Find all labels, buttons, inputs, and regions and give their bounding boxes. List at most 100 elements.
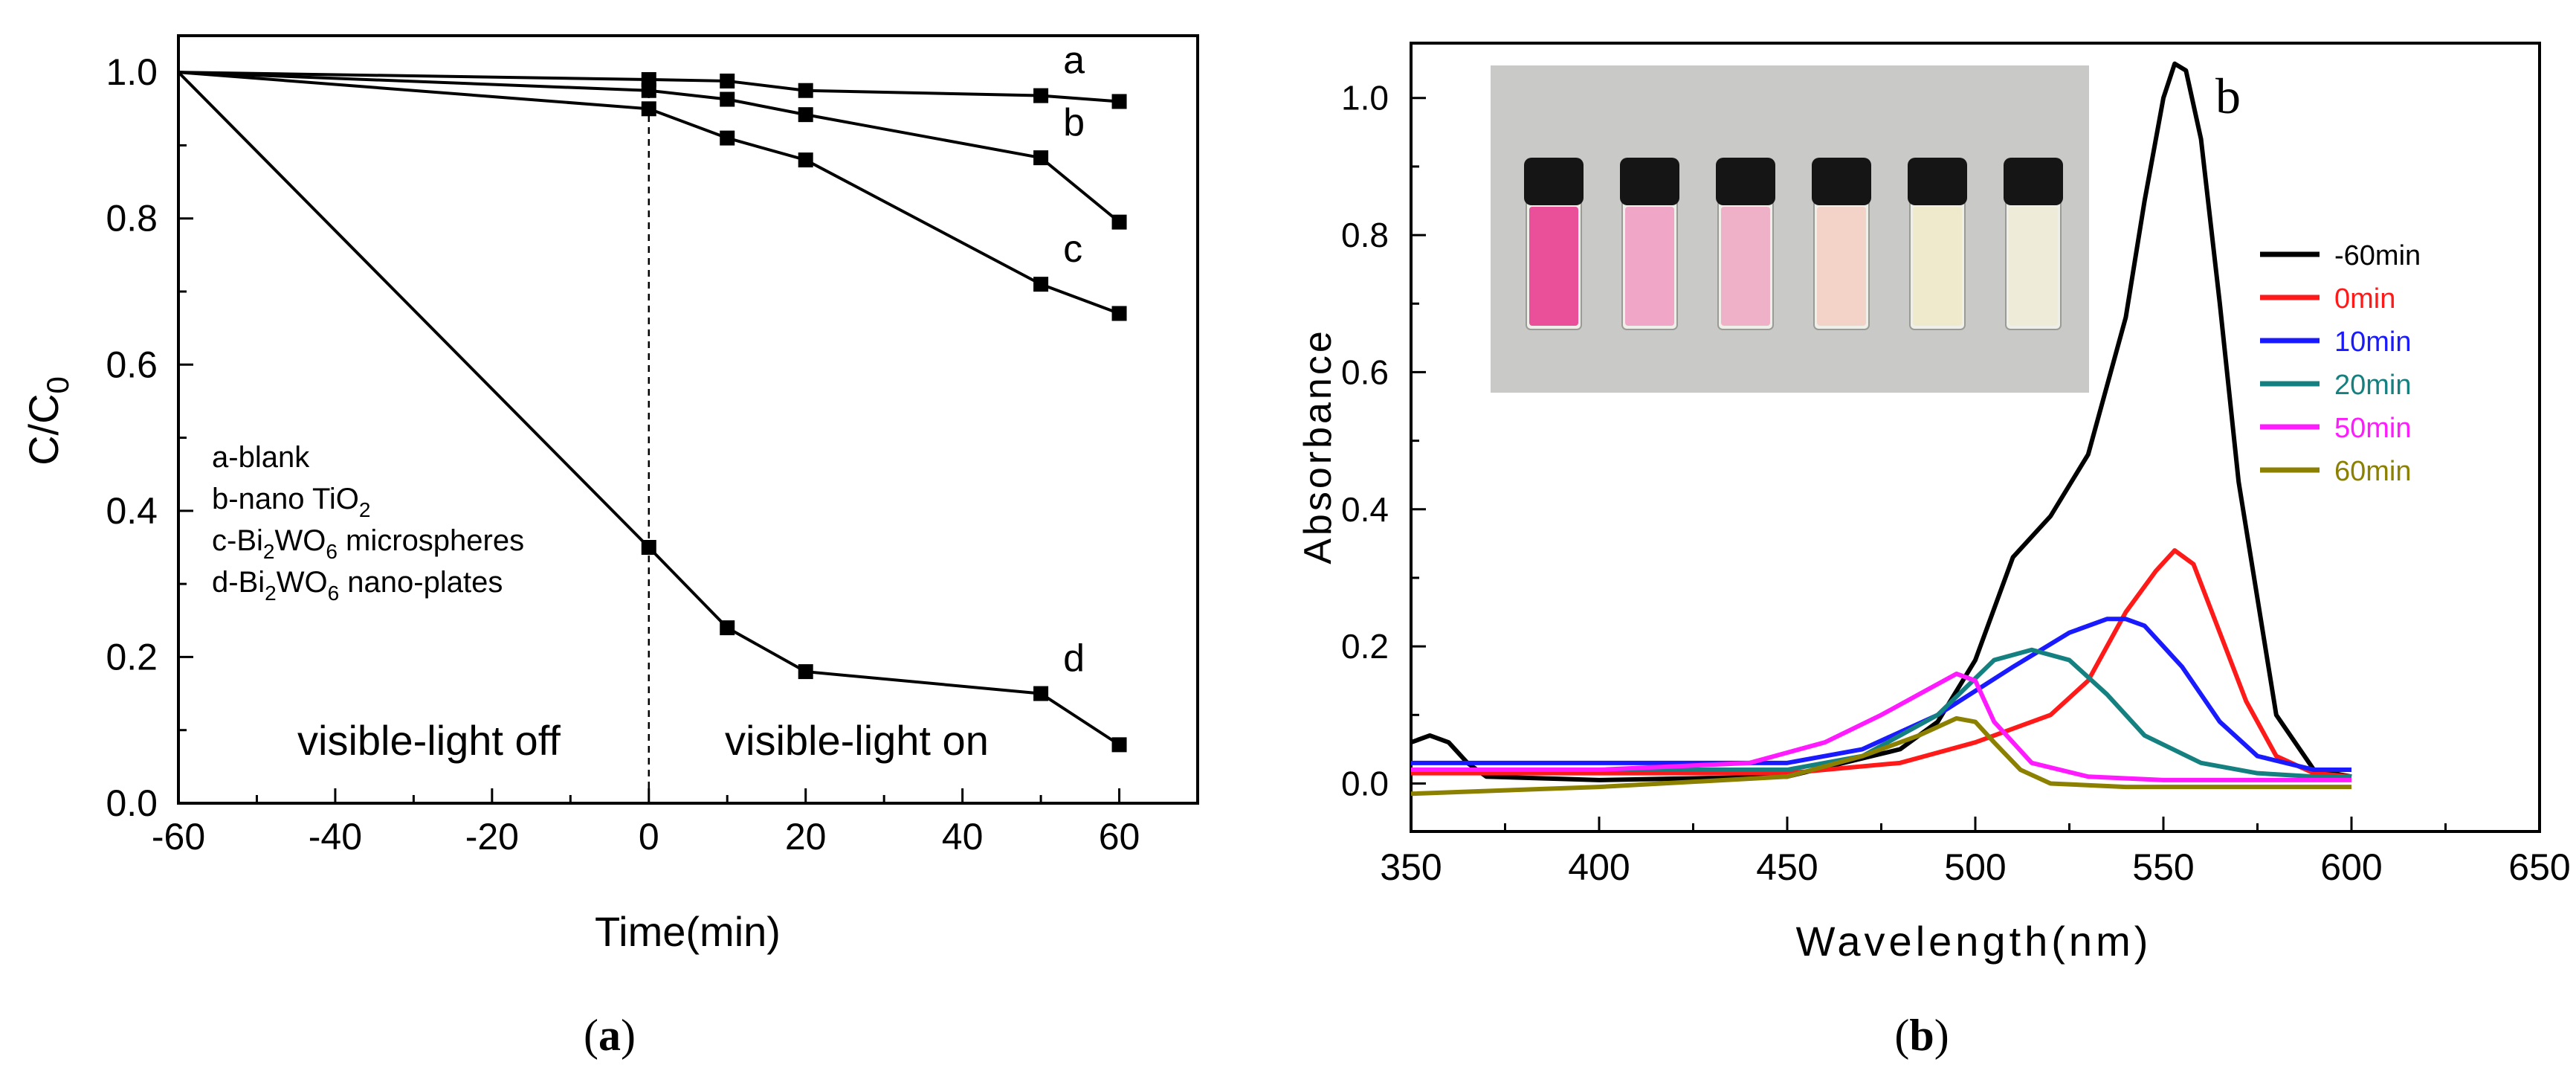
series-label-d: d — [1063, 637, 1085, 680]
data-point-b — [798, 107, 813, 123]
panel-a-plot-frame — [177, 34, 1199, 805]
legend-entry: d-Bi2WO6 nano-plates — [212, 566, 503, 605]
legend-entry: -60min — [2260, 240, 2421, 271]
vial-liquid — [1721, 207, 1770, 326]
legend-label: 20min — [2334, 370, 2412, 401]
panel-a-series — [177, 71, 1127, 753]
x-tick-label: 450 — [1756, 846, 1818, 888]
data-point-d — [798, 664, 813, 680]
data-point-a — [1033, 88, 1049, 103]
y-tick-label: 0.8 — [106, 198, 158, 239]
vial-cap — [2004, 158, 2063, 205]
legend-entry: 50min — [2260, 413, 2412, 444]
vial-cap — [1716, 158, 1775, 205]
series-label-c: c — [1063, 228, 1082, 271]
vial-liquid — [1817, 207, 1866, 326]
data-point-d — [641, 540, 656, 555]
vial-liquid — [1529, 207, 1578, 326]
spectrum-line-20min — [1411, 647, 2351, 779]
spectrum-line-0min — [1411, 548, 2352, 779]
data-point-a — [798, 83, 813, 98]
light-off-label: visible-light off — [297, 717, 561, 764]
series-line-d — [177, 71, 1120, 747]
legend-entry: b-nano TiO2 — [212, 483, 370, 521]
panel-a-xlabel: Time(min) — [595, 908, 781, 955]
y-tick-label: 0.6 — [106, 344, 158, 385]
x-tick-label: 350 — [1380, 846, 1442, 888]
vial-cap — [1812, 158, 1871, 205]
vial-liquid — [1913, 207, 1962, 326]
vial-cap — [1524, 158, 1584, 205]
x-tick-label: -20 — [465, 816, 519, 858]
legend-label: 0min — [2334, 283, 2395, 315]
panel-b-ticks — [1410, 97, 2541, 831]
panel-a-tick-labels: -60 -40 -20 0 20 40 60 0.0 0.2 0.4 0.6 0.8 1.0 — [106, 51, 1140, 858]
vials-row — [1524, 158, 2063, 330]
y-tick-label: 0.2 — [1341, 627, 1389, 666]
vial — [1524, 158, 1584, 330]
panel-b-ylabel: Absorbance — [1297, 328, 1340, 564]
series-line-a — [178, 71, 1120, 103]
legend-entry: 60min — [2260, 456, 2412, 487]
vial-cap — [1620, 158, 1679, 205]
data-point-b — [641, 83, 656, 98]
x-tick-label: 20 — [785, 816, 827, 858]
vial — [1908, 158, 1967, 330]
data-point-c — [798, 152, 813, 168]
data-point-a — [1111, 94, 1127, 109]
y-tick-label: 0.8 — [1341, 216, 1389, 254]
legend-label: -60min — [2334, 240, 2421, 271]
panel-b-chart: 350 400 450 500 550 600 6500.00.20.40.60.81.0 … — [1297, 42, 2571, 1060]
data-point-c — [720, 130, 735, 146]
legend-entry: 20min — [2260, 370, 2412, 401]
y-tick-label: 0.6 — [1341, 353, 1389, 391]
panel-b-xlabel: Wavelength(nm) — [1796, 918, 2152, 965]
y-tick-label: 0.4 — [1341, 490, 1389, 529]
legend-entry: 0min — [2260, 283, 2395, 315]
data-point-c — [1111, 306, 1127, 321]
vial-liquid — [1625, 207, 1674, 326]
panel-b-caption: (b) — [1894, 1011, 1949, 1060]
legend-entry: a-blank — [212, 441, 310, 474]
legend-label: 10min — [2334, 326, 2412, 358]
vial-cap — [1908, 158, 1967, 205]
data-point-d — [720, 620, 735, 636]
data-point-b — [1033, 150, 1049, 166]
x-tick-label: 40 — [942, 816, 984, 858]
x-tick-label: 0 — [639, 816, 659, 858]
data-point-a — [720, 73, 735, 89]
spectrum-line-10min — [1411, 617, 2351, 773]
y-tick-label: 0.4 — [106, 490, 158, 532]
panel-a-series-labels: ab c d — [1063, 39, 1085, 680]
y-tick-label: 0.0 — [1341, 764, 1389, 802]
y-tick-label: 1.0 — [1341, 79, 1389, 118]
data-point-d — [1033, 686, 1049, 701]
x-tick-label: 550 — [2132, 846, 2194, 888]
legend-entry: 10min — [2260, 326, 2412, 358]
x-tick-label: 60 — [1099, 816, 1140, 858]
panel-a-ylabel: C/C0 — [20, 376, 75, 466]
y-tick-label: 1.0 — [106, 51, 158, 93]
x-tick-label: 600 — [2320, 846, 2382, 888]
panel-b-series — [1410, 61, 2352, 797]
data-point-d — [1111, 737, 1127, 753]
x-tick-label: -60 — [152, 816, 205, 858]
panel-b-tick-labels: 350 400 450 500 550 600 650 0.0 0.2 0.4 0.6 0.8 1.0 — [1341, 79, 2571, 888]
data-point-c — [1033, 277, 1049, 292]
x-tick-label: -40 — [309, 816, 362, 858]
vial — [1716, 158, 1775, 330]
spectrum-line-60min — [1410, 715, 2351, 797]
legend-label: 50min — [2334, 413, 2412, 444]
series-line-c — [178, 71, 1120, 315]
light-on-label: visible-light on — [725, 717, 989, 764]
vial-liquid — [2009, 207, 2058, 326]
vials-inset-photo — [1491, 65, 2089, 393]
series-label-b: b — [1063, 101, 1085, 144]
data-point-c — [641, 101, 656, 117]
series-line-b — [178, 71, 1120, 224]
vial — [2004, 158, 2063, 330]
y-tick-label: 0.0 — [106, 782, 158, 824]
panel-b-letter: b — [2215, 68, 2241, 124]
